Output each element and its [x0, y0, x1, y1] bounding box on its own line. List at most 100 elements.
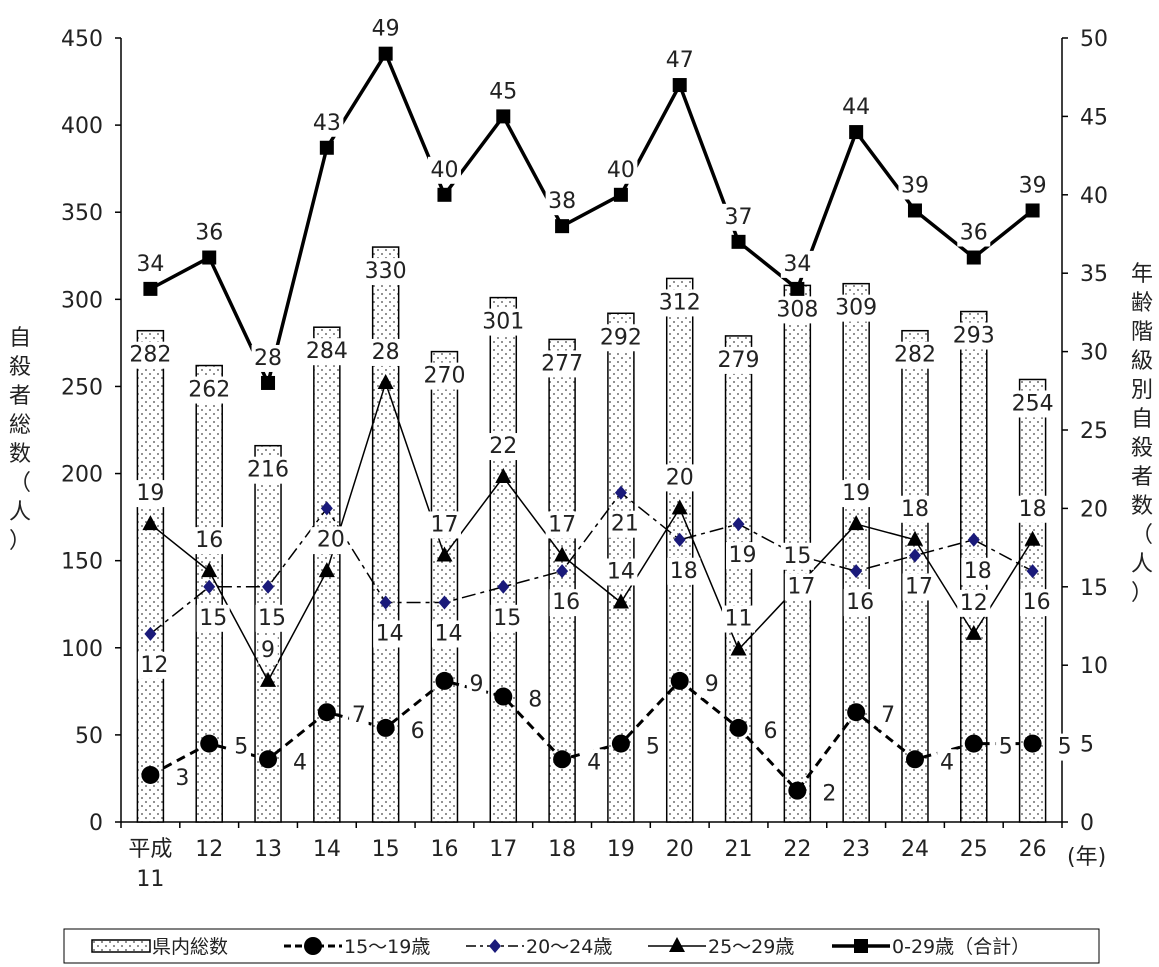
- x-tick-label: 15: [372, 837, 400, 862]
- data-label-bg: [643, 733, 663, 761]
- marker-diamond: [438, 595, 451, 610]
- age15-19-value-label: 5: [234, 735, 248, 760]
- data-label-bg: [604, 156, 638, 184]
- total-value-label: 45: [489, 79, 517, 104]
- axis-title-char: 級: [1131, 349, 1153, 374]
- marker-triangle: [848, 515, 865, 531]
- y-left-tick-label: 350: [61, 201, 103, 226]
- y-left-tick-label: 150: [61, 550, 103, 575]
- data-label-bg: [957, 589, 991, 617]
- marker-square: [731, 234, 746, 249]
- data-label-bg: [127, 341, 174, 369]
- data-label-bg: [545, 188, 579, 216]
- age15-19-value-label: 6: [764, 719, 778, 744]
- legend-label: 20〜24歳: [526, 936, 612, 958]
- y-left-tick-label: 250: [61, 375, 103, 400]
- y-left-tick-label: 400: [61, 114, 103, 139]
- bar-value-label: 301: [482, 310, 524, 335]
- data-label-bg: [1009, 390, 1056, 418]
- bar-value-label: 284: [306, 339, 348, 364]
- age15-19-value-label: 5: [999, 735, 1013, 760]
- data-label-bg: [545, 511, 579, 539]
- y-right-tick-label: 50: [1080, 27, 1108, 52]
- axis-title-char: 年: [1131, 262, 1153, 287]
- age20-24-value-label: 17: [905, 574, 933, 599]
- bar-value-label: 293: [953, 324, 995, 349]
- bar-kennai-sosu: [489, 296, 518, 823]
- y-left-tick-label: 50: [75, 724, 103, 749]
- legend-swatch-bar: [91, 939, 151, 953]
- bar-value-label: 309: [835, 296, 877, 321]
- x-tick-label: 12: [195, 837, 223, 862]
- series-2: [142, 373, 1041, 687]
- marker-circle: [1023, 734, 1042, 753]
- age25-29-value-label: 28: [372, 340, 400, 365]
- y-right-tick-label: 30: [1080, 341, 1108, 366]
- marker-circle: [670, 671, 689, 690]
- data-label-bg: [251, 344, 285, 372]
- marker-diamond: [262, 579, 275, 594]
- y-left-tick-label: 100: [61, 637, 103, 662]
- bar-kennai-sosu: [842, 282, 870, 823]
- legend-label: 県内総数: [152, 936, 228, 958]
- marker-square: [1025, 203, 1040, 218]
- legend: 県内総数 15〜19歳 20〜24歳 25〜29歳 0-29歳（合計）: [63, 928, 1100, 964]
- data-label-bg: [902, 573, 936, 601]
- data-label-bg: [1054, 733, 1075, 761]
- age20-24-value-label: 15: [199, 606, 227, 631]
- total-value-label: 47: [666, 48, 694, 73]
- marker-triangle: [436, 546, 453, 562]
- data-label-bg: [466, 670, 487, 698]
- data-label-bg: [192, 219, 226, 247]
- data-label-bg: [898, 495, 932, 523]
- legend-label: 25〜29歳: [708, 936, 794, 958]
- data-label-bg: [780, 250, 814, 278]
- age15-19-value-label: 4: [293, 750, 307, 775]
- age15-19-value-label: 8: [528, 688, 542, 713]
- age25-29-value-label: 9: [261, 638, 275, 663]
- data-label-bg: [255, 604, 289, 632]
- axis-title-char: 数: [1131, 494, 1153, 519]
- bar-series: [136, 246, 1047, 823]
- data-label-bg: [715, 346, 762, 374]
- y-right-tick-label: 5: [1080, 733, 1094, 758]
- y-right-tick-label: 40: [1080, 184, 1108, 209]
- data-label-bg: [431, 620, 465, 648]
- data-label-bg: [1016, 172, 1050, 200]
- marker-diamond: [556, 564, 569, 579]
- marker-diamond: [732, 517, 745, 532]
- age20-24-value-label: 12: [140, 653, 168, 678]
- age15-19-value-label: 3: [175, 766, 189, 791]
- data-label-bg: [878, 702, 898, 730]
- data-label-bg: [663, 47, 697, 75]
- age20-24-value-label: 21: [611, 512, 639, 537]
- age15-19-value-label: 2: [822, 782, 836, 807]
- data-label-bg: [185, 376, 233, 404]
- marker-diamond: [203, 579, 216, 594]
- data-label-bg: [349, 702, 369, 730]
- bar-value-label: 216: [247, 458, 289, 483]
- y-left-tick-label: 0: [89, 811, 103, 836]
- marker-diamond: [673, 532, 686, 547]
- axis-title-char: 総: [9, 413, 31, 438]
- data-label-bg: [784, 573, 818, 601]
- data-label-bg: [538, 350, 586, 378]
- marker-diamond: [1026, 564, 1039, 579]
- data-label-bg: [957, 219, 991, 247]
- marker-square: [790, 281, 805, 296]
- bar-value-label: 308: [776, 297, 818, 322]
- age20-24-value-label: 15: [493, 606, 521, 631]
- x-tick-label: 11: [136, 867, 164, 892]
- x-tick-label: 25: [960, 837, 988, 862]
- marker-circle: [788, 781, 807, 800]
- bar-value-label: 292: [600, 325, 642, 350]
- marker-diamond: [614, 485, 627, 500]
- x-tick-label: 21: [725, 837, 753, 862]
- axis-title-char: 階: [1131, 320, 1153, 345]
- age25-29-value-label: 17: [430, 512, 458, 537]
- data-label-bg: [597, 324, 645, 352]
- marker-circle: [435, 671, 454, 690]
